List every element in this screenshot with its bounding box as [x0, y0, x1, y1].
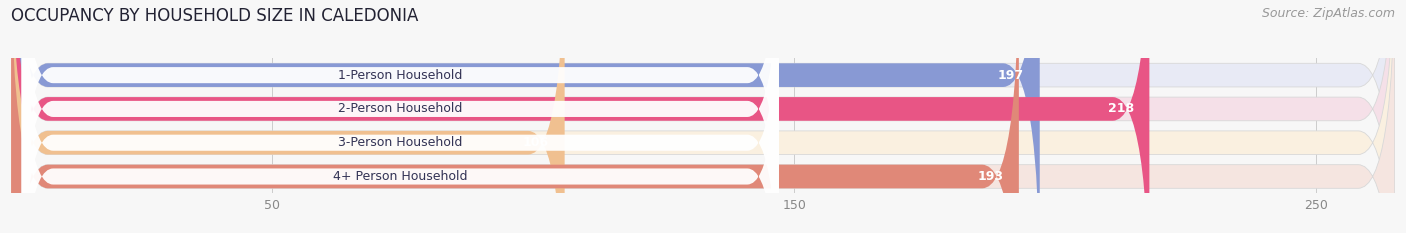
FancyBboxPatch shape: [21, 0, 779, 233]
FancyBboxPatch shape: [21, 0, 779, 233]
Text: 4+ Person Household: 4+ Person Household: [333, 170, 467, 183]
FancyBboxPatch shape: [11, 0, 1395, 233]
Text: 193: 193: [977, 170, 1004, 183]
FancyBboxPatch shape: [11, 0, 1395, 233]
Text: 197: 197: [998, 69, 1024, 82]
FancyBboxPatch shape: [21, 0, 779, 233]
FancyBboxPatch shape: [11, 0, 565, 233]
FancyBboxPatch shape: [21, 0, 779, 233]
FancyBboxPatch shape: [11, 0, 1395, 233]
Text: 1-Person Household: 1-Person Household: [337, 69, 463, 82]
FancyBboxPatch shape: [11, 0, 1149, 233]
Text: OCCUPANCY BY HOUSEHOLD SIZE IN CALEDONIA: OCCUPANCY BY HOUSEHOLD SIZE IN CALEDONIA: [11, 7, 419, 25]
FancyBboxPatch shape: [11, 0, 1040, 233]
Text: 106: 106: [523, 136, 548, 149]
FancyBboxPatch shape: [11, 0, 1395, 233]
FancyBboxPatch shape: [11, 0, 1019, 233]
Text: 3-Person Household: 3-Person Household: [337, 136, 463, 149]
Text: Source: ZipAtlas.com: Source: ZipAtlas.com: [1261, 7, 1395, 20]
Text: 218: 218: [1108, 103, 1133, 115]
Text: 2-Person Household: 2-Person Household: [337, 103, 463, 115]
